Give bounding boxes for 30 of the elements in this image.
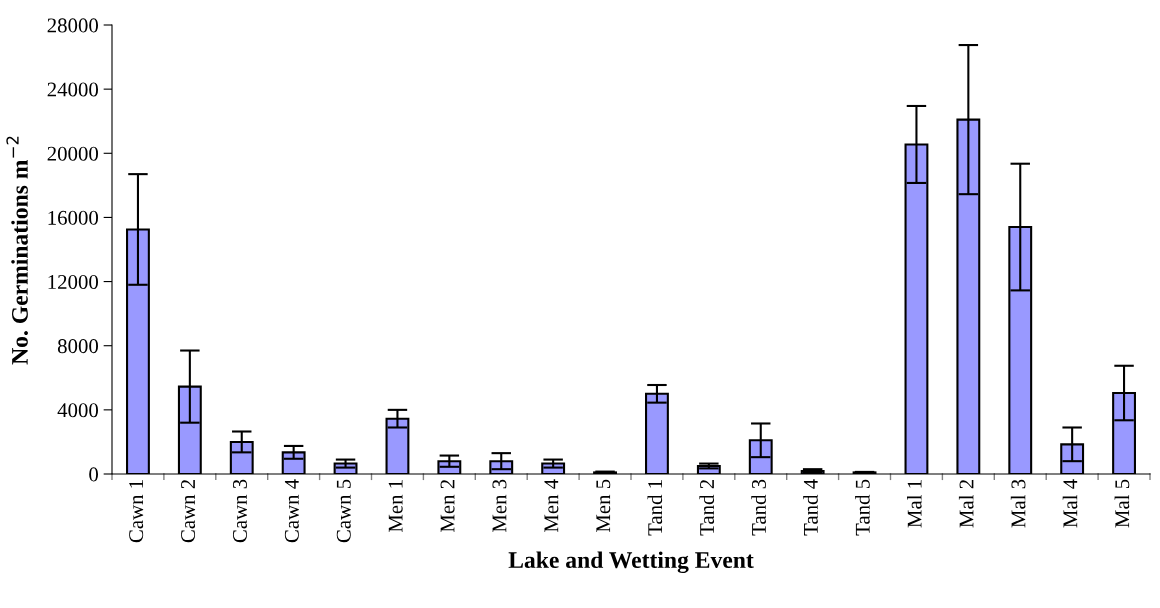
x-tick-label: Mal 3 [1010, 479, 1026, 528]
x-tick-label: Cawn 4 [284, 479, 299, 543]
x-tick-label: Men 2 [440, 480, 455, 533]
y-tick-label: 20000 [47, 146, 99, 161]
x-tick-label: Mal 5 [1114, 479, 1130, 528]
y-tick-label: 12000 [48, 274, 99, 289]
x-tick-label: Cawn 2 [181, 480, 196, 543]
x-tick-label: Tand 5 [855, 479, 870, 536]
x-tick-label: Cawn 1 [129, 480, 144, 543]
y-tick-label: 0 [89, 467, 99, 482]
y-tick-label: 16000 [48, 210, 99, 225]
x-tick-label: Tand 3 [751, 479, 766, 536]
x-tick-label: Men 5 [596, 479, 611, 533]
x-tick-label: Tand 1 [647, 480, 663, 536]
x-tick-label: Mal 1 [907, 480, 922, 528]
x-tick-label: Mal 2 [958, 480, 974, 528]
x-tick-label: Men 4 [544, 479, 559, 533]
x-tick-label: Tand 4 [803, 479, 818, 536]
y-tick-label: 24000 [47, 82, 99, 97]
x-tick-label: Cawn 5 [336, 479, 351, 543]
y-tick-label: 28000 [47, 18, 99, 33]
y-tick-label: 8000 [57, 339, 99, 354]
x-tick-label: Men 1 [388, 480, 403, 533]
x-tick-label: Mal 4 [1062, 479, 1078, 528]
y-tick-label: 4000 [57, 403, 99, 418]
y-axis-title: No. Germinations m$^{−2}$ [6, 136, 28, 365]
x-tick-label: Cawn 3 [232, 479, 247, 543]
x-tick-label: Men 3 [492, 479, 507, 533]
x-tick-label: Tand 2 [699, 480, 715, 536]
x-axis-title: Lake and Wetting Event [508, 551, 754, 574]
